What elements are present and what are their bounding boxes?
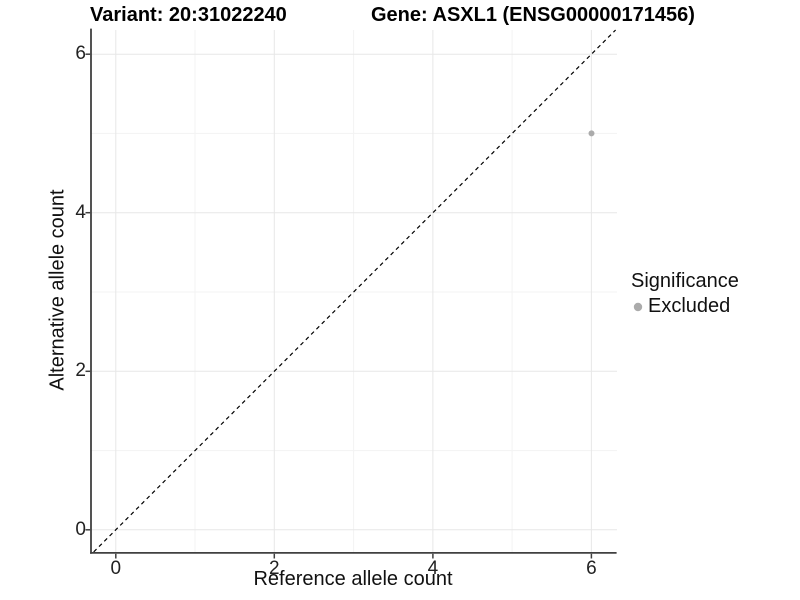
y-tick-label-6: 6 bbox=[75, 43, 86, 65]
identity-reference-line bbox=[93, 29, 617, 553]
y-tick-label-2: 2 bbox=[75, 360, 86, 382]
x-tick-label-6: 6 bbox=[586, 558, 597, 579]
legend-title: Significance bbox=[631, 270, 739, 292]
y-tick-label-0: 0 bbox=[75, 518, 86, 540]
excluded-point-icon bbox=[633, 302, 643, 311]
x-tick-label-4: 4 bbox=[427, 558, 439, 579]
x-axis-ticks bbox=[115, 553, 593, 559]
data-point bbox=[588, 130, 595, 137]
y-tick-label-4: 4 bbox=[75, 201, 86, 223]
plot-title-variant: Variant: 20:31022240 bbox=[90, 4, 287, 26]
major-gridlines bbox=[91, 30, 617, 552]
x-tick-label-2: 2 bbox=[269, 558, 280, 579]
plot-title-gene: Gene: ASXL1 (ENSG00000171456) bbox=[371, 4, 695, 26]
x-axis-title: Reference allele count bbox=[253, 568, 453, 590]
y-axis-ticks bbox=[85, 53, 91, 531]
legend: Significance Excluded bbox=[631, 270, 739, 318]
legend-entry-label: Excluded bbox=[648, 295, 731, 317]
legend-key bbox=[631, 300, 645, 314]
x-tick-label-0: 0 bbox=[110, 558, 122, 579]
legend-entry-excluded: Excluded bbox=[631, 295, 739, 318]
y-axis-title: Alternative allele count bbox=[46, 189, 69, 391]
minor-gridlines bbox=[91, 30, 617, 552]
